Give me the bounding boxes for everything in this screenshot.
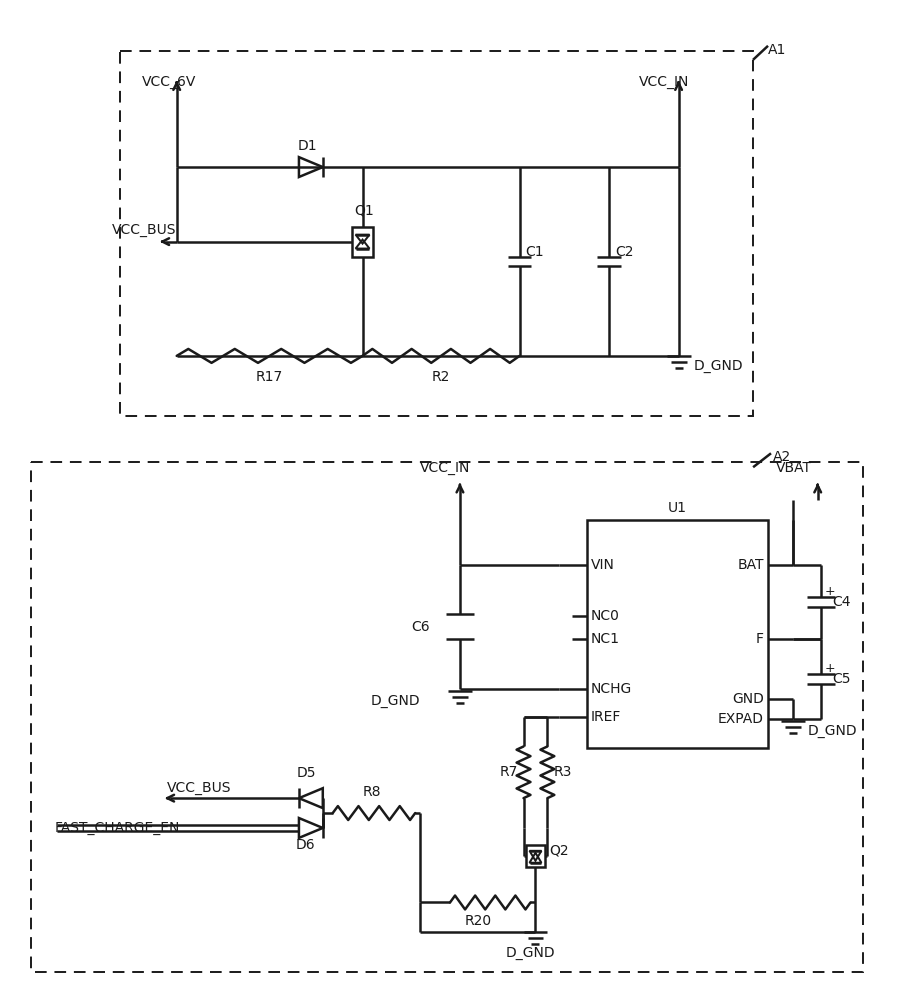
Text: VCC_IN: VCC_IN bbox=[639, 75, 690, 89]
Text: NCHG: NCHG bbox=[592, 682, 632, 696]
Text: Q1: Q1 bbox=[354, 204, 374, 218]
Bar bbox=[526, 845, 546, 867]
Text: R3: R3 bbox=[554, 765, 572, 779]
Text: BAT: BAT bbox=[737, 558, 764, 572]
Text: D_GND: D_GND bbox=[808, 724, 858, 738]
Text: +: + bbox=[824, 662, 835, 675]
Text: EXPAD: EXPAD bbox=[718, 712, 764, 726]
Text: F: F bbox=[756, 632, 764, 646]
Text: D_GND: D_GND bbox=[370, 694, 420, 708]
Text: VBAT: VBAT bbox=[776, 461, 812, 475]
Bar bbox=[352, 227, 373, 257]
Text: C5: C5 bbox=[832, 672, 851, 686]
Text: VCC_IN: VCC_IN bbox=[420, 461, 470, 475]
Text: U1: U1 bbox=[668, 501, 687, 515]
Text: VCC_BUS: VCC_BUS bbox=[166, 781, 231, 795]
Text: VCC_BUS: VCC_BUS bbox=[112, 223, 177, 237]
Text: D_GND: D_GND bbox=[693, 359, 743, 373]
Text: GND: GND bbox=[732, 692, 764, 706]
Text: D_GND: D_GND bbox=[505, 946, 556, 960]
Text: NC0: NC0 bbox=[592, 609, 620, 623]
Text: VCC_6V: VCC_6V bbox=[142, 75, 196, 89]
Text: D6: D6 bbox=[296, 838, 316, 852]
Text: +: + bbox=[824, 585, 835, 598]
Text: C1: C1 bbox=[526, 245, 544, 259]
Text: VIN: VIN bbox=[592, 558, 615, 572]
Text: A2: A2 bbox=[773, 450, 791, 464]
Text: D1: D1 bbox=[298, 139, 317, 153]
Text: A1: A1 bbox=[768, 43, 787, 57]
Bar bbox=[120, 51, 753, 416]
Text: C6: C6 bbox=[412, 620, 430, 634]
Bar bbox=[31, 462, 863, 972]
Text: Q2: Q2 bbox=[549, 844, 569, 858]
Text: R20: R20 bbox=[464, 914, 492, 928]
Text: R2: R2 bbox=[432, 370, 450, 384]
Text: R7: R7 bbox=[499, 765, 518, 779]
Text: R17: R17 bbox=[256, 370, 283, 384]
Text: NC1: NC1 bbox=[592, 632, 620, 646]
Text: R8: R8 bbox=[362, 785, 381, 799]
Text: C2: C2 bbox=[615, 245, 634, 259]
Bar bbox=[587, 520, 768, 748]
Text: C4: C4 bbox=[832, 595, 851, 609]
Text: D5: D5 bbox=[296, 766, 316, 780]
Text: IREF: IREF bbox=[592, 710, 621, 724]
Text: FAST_CHARGE_EN: FAST_CHARGE_EN bbox=[55, 821, 180, 835]
